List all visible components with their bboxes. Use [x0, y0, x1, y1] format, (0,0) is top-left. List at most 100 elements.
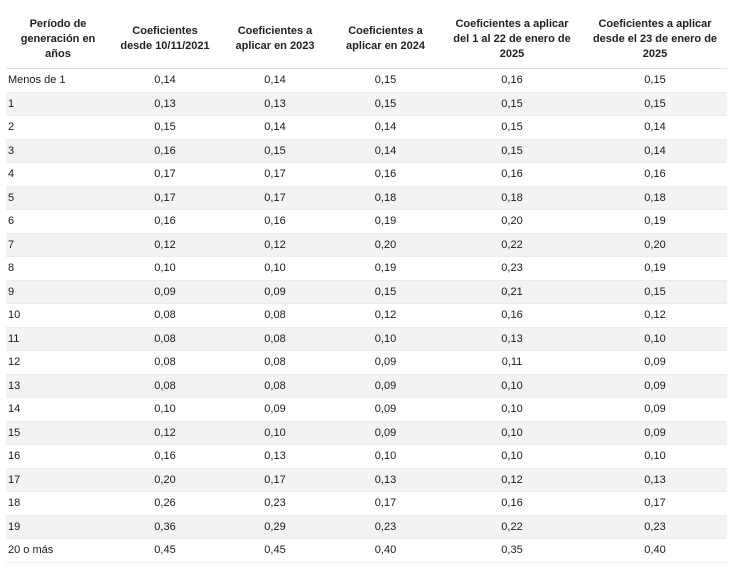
table-row: 10 0,08 0,08 0,12 0,16 0,12	[6, 303, 727, 328]
cell-coef-from-jan-23-2025: 0,23	[583, 515, 727, 539]
cell-coef-from-jan-23-2025: 0,17	[583, 491, 727, 516]
cell-coef-jan-1-22-2025: 0,16	[441, 491, 583, 516]
table-row: 3 0,16 0,15 0,14 0,15 0,14	[6, 139, 727, 163]
table-body: Menos de 1 0,14 0,14 0,15 0,16 0,15 1 0,13 0,13 0…	[6, 68, 727, 563]
cell-coef-2024: 0,14	[330, 139, 441, 163]
cell-period: 1	[6, 92, 110, 116]
cell-coef-2024: 0,40	[330, 538, 441, 563]
cell-coef-from-jan-23-2025: 0,09	[583, 397, 727, 422]
cell-coef-jan-1-22-2025: 0,16	[441, 303, 583, 328]
cell-coef-from-jan-23-2025: 0,09	[583, 374, 727, 398]
table-header: Período de generación en años Coeficient…	[6, 10, 727, 69]
cell-coef-since-2021: 0,08	[110, 327, 220, 351]
cell-coef-jan-1-22-2025: 0,12	[441, 468, 583, 492]
cell-coef-from-jan-23-2025: 0,15	[583, 280, 727, 304]
cell-period: 2	[6, 115, 110, 140]
header-coef-2023: Coeficientes a aplicar en 2023	[220, 10, 330, 69]
cell-coef-2024: 0,13	[330, 468, 441, 492]
cell-coef-since-2021: 0,14	[110, 68, 220, 93]
cell-coef-2023: 0,17	[220, 186, 330, 210]
cell-coef-jan-1-22-2025: 0,11	[441, 350, 583, 375]
cell-coef-2024: 0,17	[330, 491, 441, 516]
cell-coef-jan-1-22-2025: 0,23	[441, 256, 583, 281]
cell-coef-from-jan-23-2025: 0,10	[583, 444, 727, 469]
header-period: Período de generación en años	[6, 10, 110, 69]
table-row: 6 0,16 0,16 0,19 0,20 0,19	[6, 209, 727, 234]
table-row: 13 0,08 0,08 0,09 0,10 0,09	[6, 374, 727, 398]
cell-coef-since-2021: 0,08	[110, 374, 220, 398]
cell-coef-2024: 0,10	[330, 444, 441, 469]
cell-coef-2024: 0,15	[330, 280, 441, 304]
cell-coef-since-2021: 0,17	[110, 186, 220, 210]
cell-coef-jan-1-22-2025: 0,15	[441, 92, 583, 116]
table-row: 8 0,10 0,10 0,19 0,23 0,19	[6, 256, 727, 281]
cell-coef-jan-1-22-2025: 0,10	[441, 397, 583, 422]
cell-coef-jan-1-22-2025: 0,10	[441, 444, 583, 469]
table-row: 16 0,16 0,13 0,10 0,10 0,10	[6, 444, 727, 469]
cell-period: 10	[6, 303, 110, 328]
cell-period: 19	[6, 515, 110, 539]
cell-coef-since-2021: 0,09	[110, 280, 220, 304]
cell-period: 11	[6, 327, 110, 351]
cell-coef-since-2021: 0,08	[110, 303, 220, 328]
cell-coef-2024: 0,10	[330, 327, 441, 351]
cell-coef-since-2021: 0,13	[110, 92, 220, 116]
cell-coef-since-2021: 0,15	[110, 115, 220, 140]
cell-coef-since-2021: 0,12	[110, 421, 220, 445]
cell-coef-from-jan-23-2025: 0,19	[583, 256, 727, 281]
cell-coef-2024: 0,16	[330, 162, 441, 187]
cell-coef-from-jan-23-2025: 0,10	[583, 327, 727, 351]
table-row: 9 0,09 0,09 0,15 0,21 0,15	[6, 280, 727, 304]
table-row: 15 0,12 0,10 0,09 0,10 0,09	[6, 421, 727, 445]
table-row: 17 0,20 0,17 0,13 0,12 0,13	[6, 468, 727, 492]
cell-coef-2023: 0,12	[220, 233, 330, 257]
cell-coef-since-2021: 0,26	[110, 491, 220, 516]
cell-coef-from-jan-23-2025: 0,40	[583, 538, 727, 563]
cell-coef-jan-1-22-2025: 0,18	[441, 186, 583, 210]
cell-period: 16	[6, 444, 110, 469]
cell-coef-2024: 0,15	[330, 68, 441, 93]
cell-coef-from-jan-23-2025: 0,09	[583, 421, 727, 445]
cell-coef-since-2021: 0,08	[110, 350, 220, 375]
cell-coef-since-2021: 0,45	[110, 538, 220, 563]
cell-coef-since-2021: 0,17	[110, 162, 220, 187]
table-row: 2 0,15 0,14 0,14 0,15 0,14	[6, 115, 727, 140]
cell-coef-2023: 0,10	[220, 421, 330, 445]
cell-coef-2023: 0,23	[220, 491, 330, 516]
cell-coef-2024: 0,19	[330, 256, 441, 281]
cell-coef-since-2021: 0,20	[110, 468, 220, 492]
cell-coef-2023: 0,08	[220, 327, 330, 351]
cell-period: 7	[6, 233, 110, 257]
table-row: 18 0,26 0,23 0,17 0,16 0,17	[6, 491, 727, 516]
cell-coef-2023: 0,13	[220, 444, 330, 469]
header-coef-jan-1-22-2025: Coeficientes a aplicar del 1 al 22 de en…	[441, 10, 583, 69]
table-row: 5 0,17 0,17 0,18 0,18 0,18	[6, 186, 727, 210]
cell-period: 14	[6, 397, 110, 422]
table-row: 1 0,13 0,13 0,15 0,15 0,15	[6, 92, 727, 116]
cell-coef-jan-1-22-2025: 0,22	[441, 515, 583, 539]
cell-coef-2023: 0,08	[220, 374, 330, 398]
cell-coef-from-jan-23-2025: 0,12	[583, 303, 727, 328]
cell-coef-2023: 0,14	[220, 115, 330, 140]
cell-coef-2023: 0,08	[220, 303, 330, 328]
cell-period: 5	[6, 186, 110, 210]
cell-coef-2023: 0,13	[220, 92, 330, 116]
cell-period: 18	[6, 491, 110, 516]
cell-period: Menos de 1	[6, 68, 110, 93]
cell-period: 4	[6, 162, 110, 187]
cell-coef-since-2021: 0,36	[110, 515, 220, 539]
cell-coef-2023: 0,15	[220, 139, 330, 163]
cell-coef-jan-1-22-2025: 0,16	[441, 68, 583, 93]
cell-coef-from-jan-23-2025: 0,20	[583, 233, 727, 257]
cell-coef-2024: 0,19	[330, 209, 441, 234]
cell-coef-2023: 0,14	[220, 68, 330, 93]
cell-coef-from-jan-23-2025: 0,18	[583, 186, 727, 210]
cell-coef-since-2021: 0,10	[110, 256, 220, 281]
table-row: 7 0,12 0,12 0,20 0,22 0,20	[6, 233, 727, 257]
cell-coef-jan-1-22-2025: 0,10	[441, 374, 583, 398]
cell-coef-2023: 0,17	[220, 162, 330, 187]
cell-coef-2023: 0,29	[220, 515, 330, 539]
cell-coef-from-jan-23-2025: 0,16	[583, 162, 727, 187]
cell-coef-2024: 0,09	[330, 350, 441, 375]
cell-coef-since-2021: 0,16	[110, 444, 220, 469]
